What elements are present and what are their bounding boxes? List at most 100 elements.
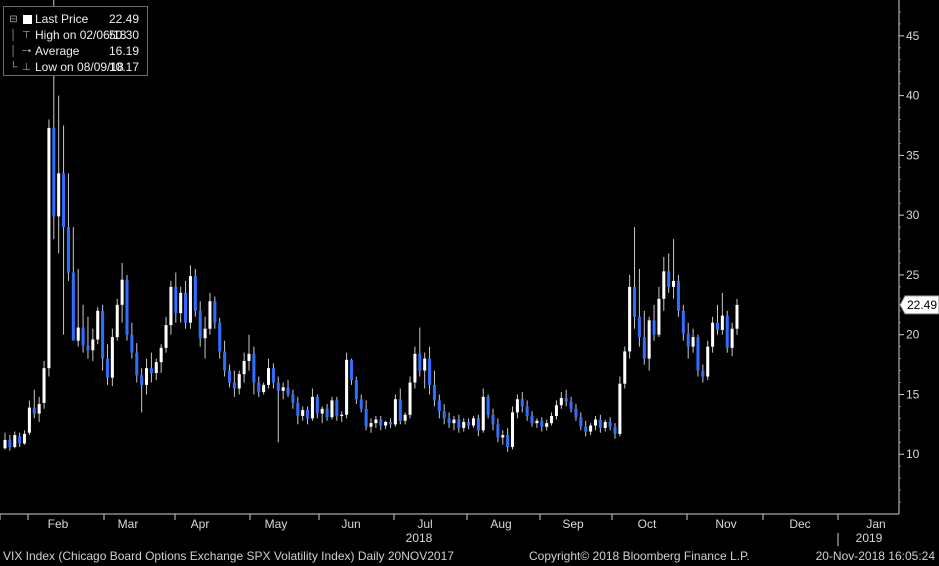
candle-body	[262, 384, 266, 393]
legend-value: 10.17	[108, 60, 139, 74]
candle-body	[652, 320, 656, 335]
x-month-label: Nov	[715, 517, 736, 531]
candle-body	[135, 352, 139, 376]
candle-body	[203, 328, 207, 339]
y-tick-label: 20	[906, 328, 920, 342]
legend-value: 22.49	[108, 12, 139, 26]
candle-body	[393, 399, 397, 425]
candle-body	[364, 408, 368, 427]
candle-body	[198, 310, 202, 339]
candle-body	[115, 304, 119, 338]
candle-body	[623, 351, 627, 384]
candle-body	[193, 276, 197, 311]
high-marker-icon: ⊤	[22, 30, 31, 41]
candle-body	[223, 351, 227, 371]
candle-body	[647, 320, 651, 359]
collapse-icon[interactable]: ⊟	[9, 14, 18, 25]
candle-body	[86, 345, 90, 351]
candle-body	[476, 418, 480, 431]
candle-body	[301, 410, 305, 416]
candle-body	[164, 325, 168, 348]
candle-body	[481, 396, 485, 431]
y-tick-label: 25	[906, 268, 920, 282]
candle-body	[735, 304, 739, 329]
candle-body	[3, 439, 7, 449]
candle-body	[398, 399, 402, 421]
tree-line-icon: │	[10, 46, 17, 57]
candle-body	[545, 423, 549, 427]
candle-body	[506, 435, 510, 448]
candle-body	[32, 407, 36, 414]
candle-body	[613, 426, 617, 434]
candle-body	[691, 337, 695, 347]
candle-body	[564, 398, 568, 402]
candle-body	[76, 327, 80, 341]
candle-body	[598, 419, 602, 428]
candle-body	[667, 271, 671, 287]
candle-body	[340, 414, 344, 416]
candle-body	[159, 347, 163, 363]
candle-body	[120, 279, 124, 305]
candle-body	[247, 353, 251, 361]
candle-body	[686, 333, 690, 347]
candle-body	[296, 402, 300, 416]
candle-body	[188, 276, 192, 323]
candle-body	[96, 310, 100, 340]
candle-body	[452, 419, 456, 424]
candle-body	[628, 286, 632, 352]
candle-body	[579, 417, 583, 427]
candle-body	[550, 415, 554, 424]
legend-row-average: │ −• Average 16.19	[4, 44, 145, 59]
candle-body	[154, 362, 158, 373]
x-month-label: Feb	[48, 517, 69, 531]
candle-body	[140, 375, 144, 385]
candle-body	[62, 173, 66, 228]
y-tick-label: 30	[906, 208, 920, 222]
candle-body	[486, 396, 490, 415]
candle-body	[593, 419, 597, 426]
candle-body	[535, 420, 539, 424]
candle-body	[271, 368, 275, 383]
candle-body	[730, 328, 734, 348]
candle-body	[276, 382, 280, 391]
candle-body	[169, 286, 173, 326]
candle-body	[501, 435, 505, 438]
candle-body	[218, 322, 222, 352]
candle-body	[618, 383, 622, 434]
candle-body	[437, 400, 441, 412]
tree-end-icon: └	[9, 62, 18, 73]
candle-body	[232, 382, 236, 389]
candle-body	[57, 173, 61, 217]
candle-body	[27, 407, 31, 433]
candle-body	[42, 368, 46, 403]
candle-body	[491, 414, 495, 425]
x-month-label: Aug	[490, 517, 511, 531]
candle-body	[325, 408, 329, 418]
x-month-label: Dec	[789, 517, 810, 531]
y-tick-label: 15	[906, 387, 920, 401]
candle-body	[374, 419, 378, 424]
candle-body	[584, 426, 588, 432]
x-month-label: May	[265, 517, 288, 531]
candle-body	[359, 399, 363, 409]
candle-body	[66, 227, 70, 273]
candle-body	[676, 280, 680, 311]
candle-body	[291, 394, 295, 403]
candle-body	[345, 359, 349, 415]
x-month-label: Apr	[191, 517, 210, 531]
average-marker-icon: −•	[21, 46, 32, 57]
candle-body	[711, 322, 715, 347]
candle-body	[515, 399, 519, 413]
x-year-label: 2019	[856, 531, 883, 545]
legend-label: Last Price	[35, 12, 89, 26]
x-month-label: Mar	[118, 517, 139, 531]
candle-body	[145, 368, 149, 385]
candle-body	[603, 421, 607, 428]
tree-line-icon: │	[10, 30, 17, 41]
candle-body	[379, 419, 383, 426]
candle-body	[540, 420, 544, 427]
candle-body	[110, 337, 114, 378]
candle-body	[696, 337, 700, 371]
candle-body	[701, 370, 705, 377]
x-year-label: 2018	[406, 531, 433, 545]
